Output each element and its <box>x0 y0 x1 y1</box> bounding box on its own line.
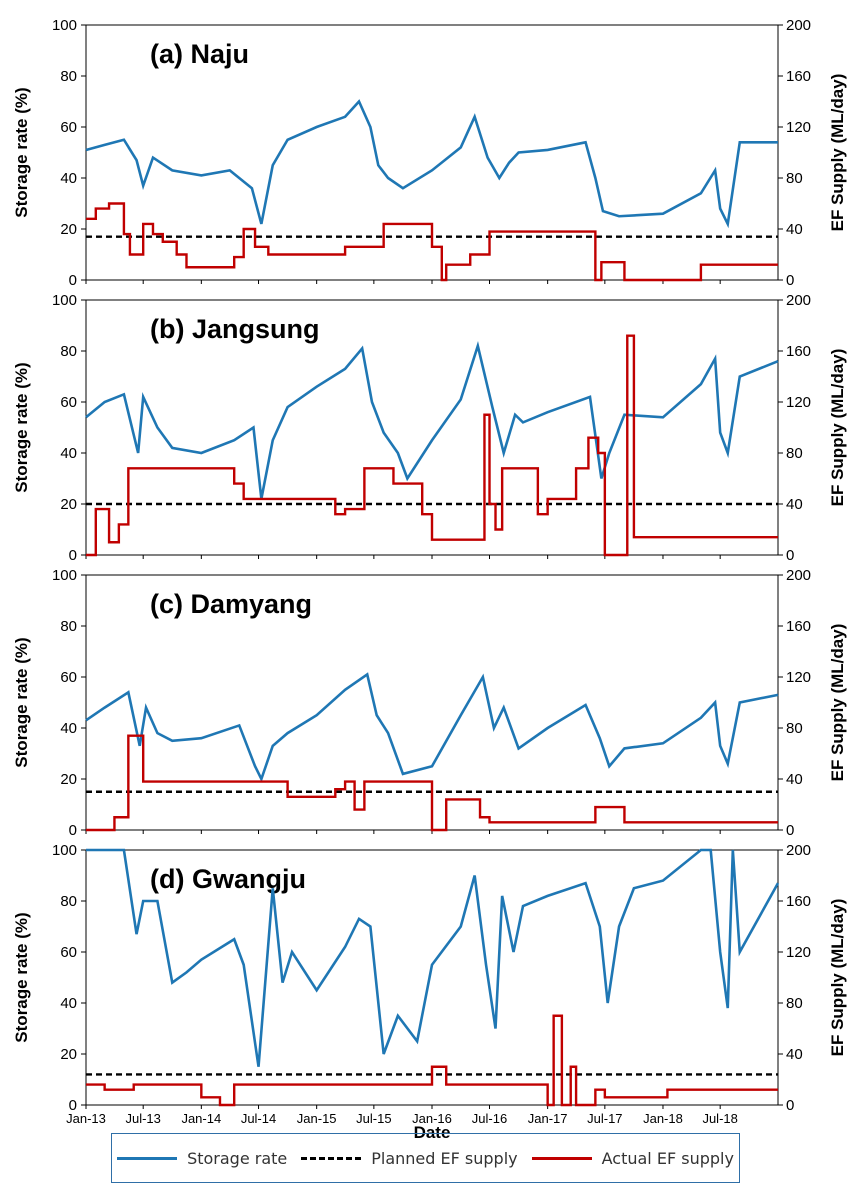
y-axis-label-0: Storage rate (%) <box>12 87 31 217</box>
y2-tick-label-2-0: 0 <box>786 822 794 839</box>
y2-tick-label-0-0: 0 <box>786 272 794 289</box>
series-actual-line-1 <box>86 334 778 557</box>
x-axis-label: Date <box>414 1123 451 1142</box>
y2-tick-label-0-2: 80 <box>786 170 803 187</box>
x-tick-label-1: Jul-13 <box>125 1111 160 1126</box>
y-tick-label-0-5: 100 <box>52 17 77 34</box>
y2-tick-label-3-0: 0 <box>786 1097 794 1114</box>
y2-axis-label-0: EF Supply (ML/day) <box>828 74 847 232</box>
y2-tick-label-1-5: 200 <box>786 292 811 309</box>
x-tick-label-9: Jul-17 <box>587 1111 622 1126</box>
y2-tick-label-1-1: 40 <box>786 496 803 513</box>
series-actual-line-3 <box>86 1014 778 1107</box>
y-axis-label-3: Storage rate (%) <box>12 912 31 1042</box>
y-tick-label-3-1: 20 <box>60 1046 77 1063</box>
x-tick-label-0: Jan-13 <box>66 1111 106 1126</box>
series-storage-line-0 <box>85 99 778 229</box>
x-tick-label-11: Jul-18 <box>702 1111 737 1126</box>
y-tick-label-3-3: 60 <box>60 944 77 961</box>
x-tick-label-4: Jan-15 <box>297 1111 337 1126</box>
legend-swatch-planned <box>301 1156 362 1160</box>
y2-tick-label-0-4: 160 <box>786 68 811 85</box>
y2-tick-label-2-2: 80 <box>786 720 803 737</box>
y-tick-label-0-4: 80 <box>60 68 77 85</box>
y-tick-label-0-0: 0 <box>69 272 77 289</box>
panel-title-2: (c) Damyang <box>150 589 312 619</box>
y-tick-label-1-4: 80 <box>60 343 77 360</box>
y-tick-label-3-5: 100 <box>52 842 77 859</box>
y2-tick-label-2-4: 160 <box>786 618 811 635</box>
series-actual-line-2 <box>86 734 778 832</box>
legend-label-planned: Planned EF supply <box>371 1148 518 1168</box>
y2-tick-label-1-2: 80 <box>786 445 803 462</box>
y2-tick-label-2-3: 120 <box>786 669 811 686</box>
y-tick-label-0-1: 20 <box>60 221 77 238</box>
y-tick-label-1-0: 0 <box>69 547 77 564</box>
y2-tick-label-0-3: 120 <box>786 119 811 136</box>
y2-tick-label-2-5: 200 <box>786 567 811 584</box>
y-axis-label-2: Storage rate (%) <box>12 637 31 767</box>
x-tick-label-5: Jul-15 <box>356 1111 391 1126</box>
y2-tick-label-3-1: 40 <box>786 1046 803 1063</box>
y-tick-label-2-2: 40 <box>60 720 77 737</box>
chart-legend: Storage rate Planned EF supply Actual EF… <box>111 1133 740 1183</box>
y2-tick-label-1-3: 120 <box>786 394 811 411</box>
y2-tick-label-1-0: 0 <box>786 547 794 564</box>
y-tick-label-2-1: 20 <box>60 771 77 788</box>
y2-axis-label-1: EF Supply (ML/day) <box>828 349 847 507</box>
x-tick-label-6: Jan-16 <box>412 1111 452 1126</box>
x-tick-label-10: Jan-18 <box>643 1111 683 1126</box>
y2-tick-label-0-5: 200 <box>786 17 811 34</box>
y2-axis-label-2: EF Supply (ML/day) <box>828 624 847 782</box>
y-tick-label-1-2: 40 <box>60 445 77 462</box>
legend-item-actual: Actual EF supply <box>531 1148 734 1168</box>
y2-tick-label-3-3: 120 <box>786 944 811 961</box>
series-storage-line-1 <box>85 341 779 500</box>
legend-swatch-storage <box>117 1156 178 1160</box>
y2-tick-label-0-1: 40 <box>786 221 803 238</box>
series-actual-line-0 <box>86 202 778 282</box>
y2-axis-label-3: EF Supply (ML/day) <box>828 899 847 1057</box>
y-tick-label-0-2: 40 <box>60 170 77 187</box>
legend-item-planned: Planned EF supply <box>301 1148 518 1168</box>
series-storage-line-3 <box>86 848 780 1067</box>
y2-tick-label-2-1: 40 <box>786 771 803 788</box>
x-tick-label-8: Jan-17 <box>528 1111 568 1126</box>
x-tick-label-2: Jan-14 <box>181 1111 221 1126</box>
y-axis-label-1: Storage rate (%) <box>12 362 31 492</box>
y2-tick-label-3-4: 160 <box>786 893 811 910</box>
y-tick-label-1-5: 100 <box>52 292 77 309</box>
legend-swatch-actual <box>531 1156 592 1160</box>
y-tick-label-1-1: 20 <box>60 496 77 513</box>
legend-label-storage: Storage rate <box>187 1148 288 1168</box>
panel-title-0: (a) Naju <box>150 39 249 69</box>
y-tick-label-1-3: 60 <box>60 394 77 411</box>
x-tick-label-3: Jul-14 <box>241 1111 276 1126</box>
y-tick-label-3-0: 0 <box>69 1097 77 1114</box>
panel-title-1: (b) Jangsung <box>150 314 320 344</box>
y2-tick-label-1-4: 160 <box>786 343 811 360</box>
y-tick-label-3-4: 80 <box>60 893 77 910</box>
y2-tick-label-3-5: 200 <box>786 842 811 859</box>
y-tick-label-0-3: 60 <box>60 119 77 136</box>
y-tick-label-2-3: 60 <box>60 669 77 686</box>
y-tick-label-2-5: 100 <box>52 567 77 584</box>
panel-title-3: (d) Gwangju <box>150 864 306 894</box>
y-tick-label-3-2: 40 <box>60 995 77 1012</box>
y-tick-label-2-0: 0 <box>69 822 77 839</box>
x-tick-label-7: Jul-16 <box>472 1111 507 1126</box>
legend-item-storage: Storage rate <box>117 1149 287 1168</box>
legend-label-actual: Actual EF supply <box>601 1148 734 1168</box>
series-storage-line-2 <box>85 672 779 783</box>
y2-tick-label-3-2: 80 <box>786 995 803 1012</box>
y-tick-label-2-4: 80 <box>60 618 77 635</box>
